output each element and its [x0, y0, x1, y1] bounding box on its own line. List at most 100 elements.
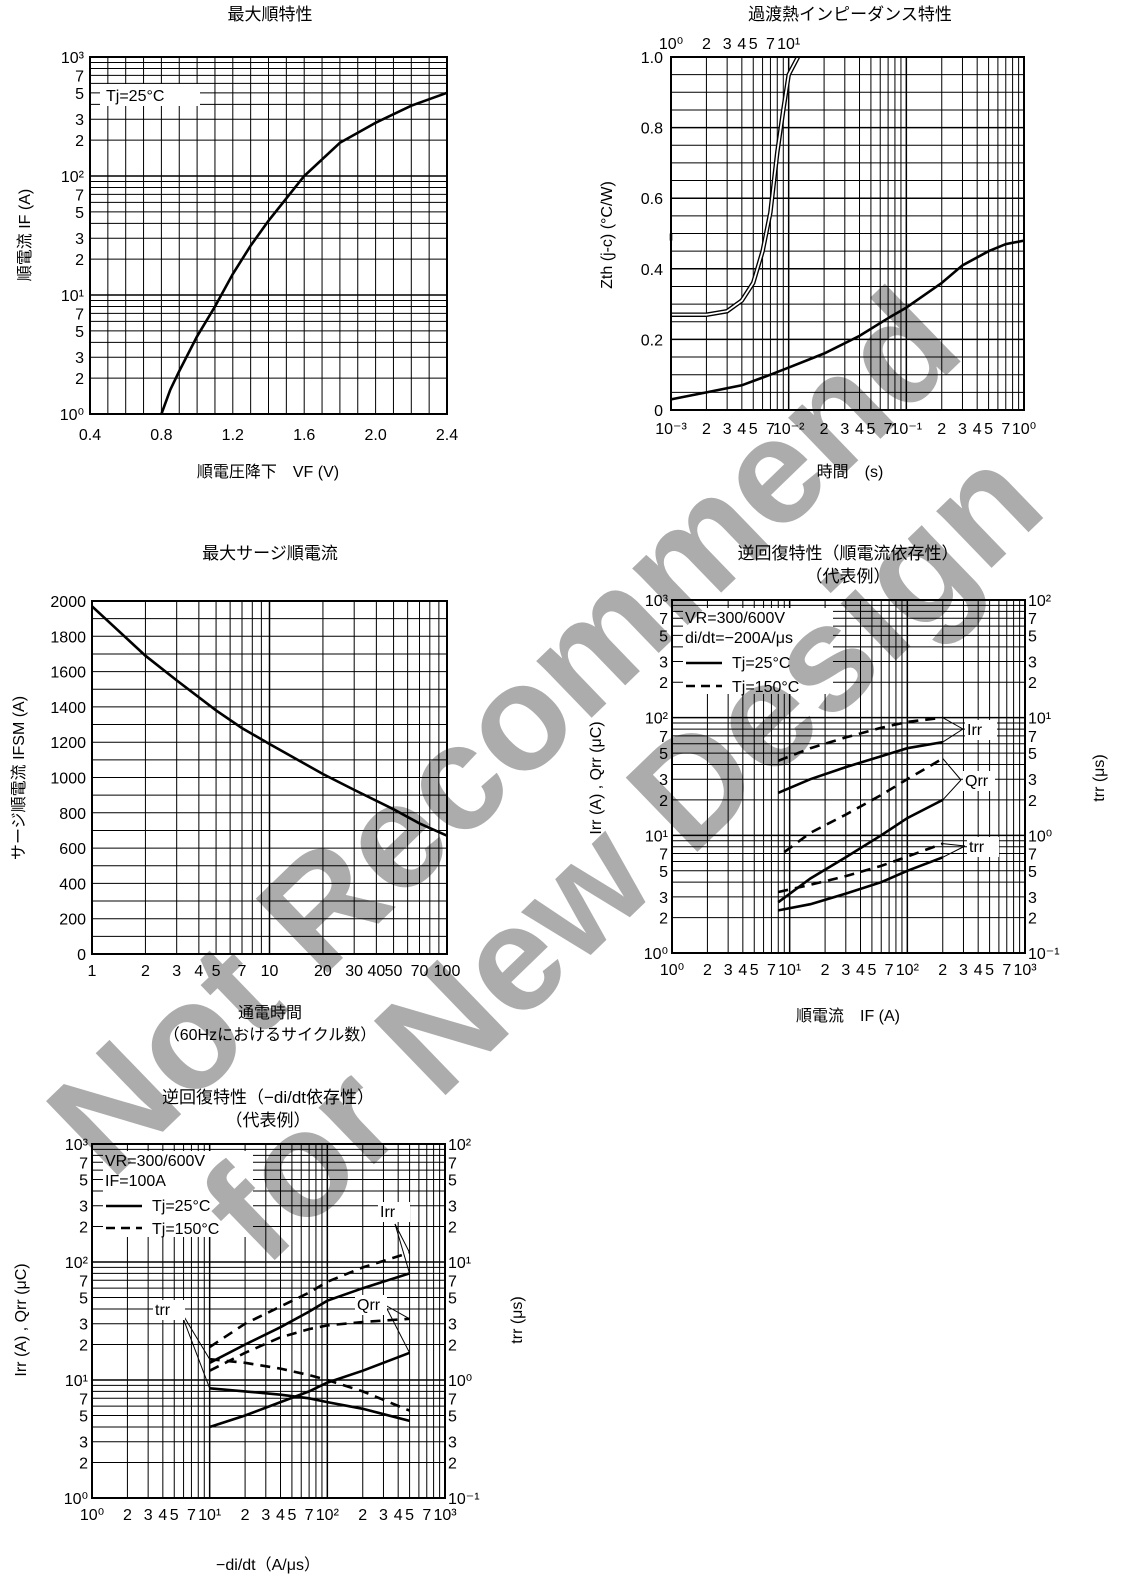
tick-label: 1: [88, 963, 97, 980]
tick-label: 2: [1028, 675, 1037, 692]
tick-label: 4: [194, 963, 203, 980]
tick-label: 5: [79, 1291, 88, 1308]
tick-label: 7: [1002, 962, 1011, 979]
tick-label: 7: [422, 1507, 431, 1524]
tick-label: 7: [766, 421, 775, 438]
y-axis-label: Irr (A) , Qrr (μC): [13, 1263, 30, 1376]
tick-label: 5: [749, 421, 758, 438]
callout-bg: [963, 771, 995, 791]
tick-label: 3: [1028, 890, 1037, 907]
tick-label: 10⁻¹: [1028, 946, 1060, 963]
tick-label: 2: [659, 911, 668, 928]
tick-label: 10⁰: [644, 946, 668, 963]
tick-label: 10⁻³: [655, 421, 687, 438]
series-line: [209, 1387, 410, 1423]
tick-label: 10⁰: [659, 36, 683, 53]
tick-label: 3: [448, 1199, 457, 1216]
y2-axis-label: trr (μs): [509, 1296, 526, 1343]
tick-label: 7: [448, 1391, 457, 1408]
callout-bg: [378, 1202, 410, 1222]
callout-bg: [967, 837, 999, 857]
tick-label: 7: [187, 1507, 196, 1524]
tick-label: 10⁻¹: [448, 1491, 480, 1508]
tick-label: 10²: [61, 169, 85, 186]
series-line-outer: [671, 55, 800, 317]
legend-tj25: Tj=25°C: [152, 1198, 210, 1215]
tick-label: 7: [659, 729, 668, 746]
tick-label: 2: [448, 1219, 457, 1236]
tick-label: 2: [241, 1507, 250, 1524]
series-line: [777, 798, 944, 904]
tick-label: 2: [702, 421, 711, 438]
callout-line: [942, 758, 962, 781]
series-line: [670, 239, 1025, 401]
tick-label: 10¹: [777, 36, 800, 53]
callout-label: Qrr: [357, 1297, 381, 1314]
tick-label: 3: [448, 1317, 457, 1334]
callout-label: trr: [969, 839, 985, 856]
x-axis-label-2: （60Hzにおけるサイクル数）: [164, 1026, 377, 1044]
tick-label: 3: [840, 421, 849, 438]
tick-label: 7: [79, 1273, 88, 1290]
watermark: Not Recommend for New Design: [16, 257, 1072, 1293]
callout-bg: [355, 1295, 387, 1315]
tick-label: 4: [158, 1507, 167, 1524]
tick-label: 5: [659, 864, 668, 881]
tick-label: 2: [79, 1337, 88, 1354]
callout-line: [394, 1223, 411, 1253]
tick-label: 2: [79, 1219, 88, 1236]
callout-line: [394, 1223, 411, 1274]
tick-label: 7: [1028, 611, 1037, 628]
tick-label: 1.2: [222, 427, 244, 444]
tick-label: 2: [659, 675, 668, 692]
callout-line: [942, 717, 964, 730]
x-axis-label: 順電流 IF (A): [796, 1007, 900, 1025]
series-line: [778, 842, 944, 894]
y-axis-label: Irr (A) , Qrr (μC): [588, 721, 605, 834]
tick-label: 100: [434, 963, 461, 980]
callout-line: [942, 728, 964, 743]
tick-label: 800: [59, 806, 86, 823]
tick-label: 4: [276, 1507, 285, 1524]
callout-line: [384, 1304, 410, 1320]
tick-label: 2: [938, 962, 947, 979]
series-line: [778, 856, 944, 912]
series-line: [209, 1351, 411, 1429]
tick-label: 5: [659, 746, 668, 763]
tick-label: 0.6: [641, 191, 663, 208]
callout-line: [942, 843, 966, 847]
tick-label: 200: [59, 912, 86, 929]
tick-label: 7: [75, 68, 84, 85]
legend-vr: VR=300/600V: [105, 1153, 205, 1170]
tick-label: 7: [767, 962, 776, 979]
tick-label: 2: [358, 1507, 367, 1524]
chart-title: 最大サージ順電流: [202, 544, 338, 563]
series-line: [783, 757, 944, 854]
series-line: [209, 1357, 411, 1412]
tick-label: 3: [75, 112, 84, 129]
chart-title: 過渡熱インピーダンス特性: [748, 5, 952, 24]
tick-label: 5: [750, 962, 759, 979]
tick-label: 2: [448, 1455, 457, 1472]
legend-vr: VR=300/600V: [685, 610, 785, 627]
tick-label: 2: [1028, 793, 1037, 810]
chart-reverse-recovery-didt: 逆回復特性（−di/dt依存性） （代表例） 10⁰ 2 3 4 5 7 10¹ 2 3 4 5 7 1…: [13, 1088, 526, 1574]
tick-label: 3: [958, 421, 967, 438]
tick-label: 5: [448, 1173, 457, 1190]
chart-subtitle: （代表例）: [226, 1111, 311, 1130]
legend-didt: di/dt=−200A/μs: [685, 630, 793, 647]
tick-label: 3: [79, 1435, 88, 1452]
tick-label: 3: [659, 772, 668, 789]
series-line: [160, 91, 448, 415]
tick-label: 7: [1028, 847, 1037, 864]
tick-label: 3: [75, 350, 84, 367]
tick-label: 7: [1028, 729, 1037, 746]
tick-label: 10¹: [65, 1373, 88, 1390]
x-axis-label: 時間 (s): [817, 463, 884, 481]
series-line-inner: [671, 56, 799, 316]
tick-label: 10⁰: [448, 1373, 472, 1390]
y-axis-label: サージ順電流 IFSM (A): [10, 696, 28, 860]
tick-label: 3: [1028, 655, 1037, 672]
tick-label: 10⁰: [64, 1491, 88, 1508]
